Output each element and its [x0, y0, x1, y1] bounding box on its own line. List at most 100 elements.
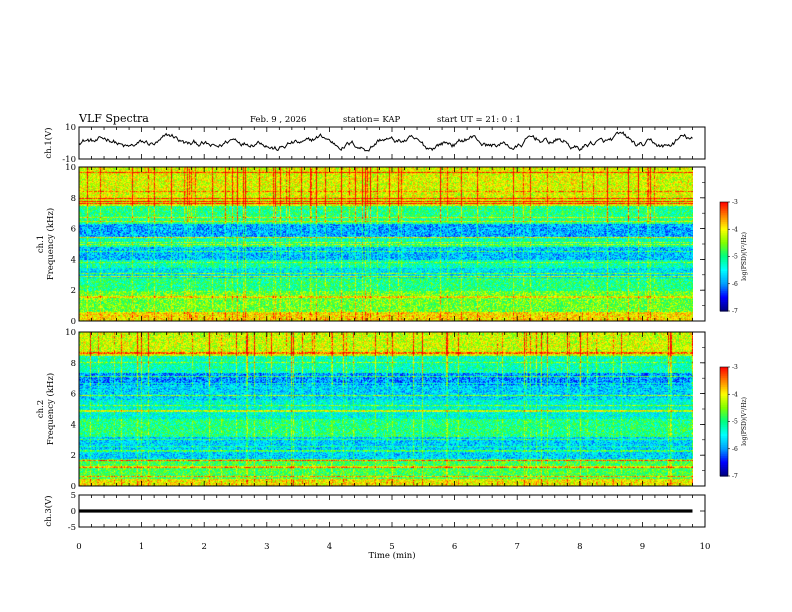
colorbar-swatch	[720, 408, 728, 412]
colorbar-swatch	[720, 265, 728, 268]
colorbar-tick-label: -4	[732, 226, 738, 233]
y-tick-label: 10	[65, 123, 76, 133]
y-axis-label-line: Frequency (kHz)	[45, 208, 56, 280]
colorbar-swatch	[720, 386, 728, 390]
colorbar-swatch	[720, 421, 728, 424]
y-tick-label: 6	[71, 225, 76, 235]
ch2-colorbar: -3 -4 -5 -6 -7 log(PSD)(V²/Hz)	[719, 364, 748, 480]
y-tick-label: 10	[65, 328, 76, 338]
colorbar-swatch	[720, 372, 728, 375]
x-tick-label: 2	[201, 542, 206, 552]
colorbar-swatch	[720, 212, 728, 216]
colorbar-swatch	[720, 247, 728, 250]
colorbar-swatch	[720, 425, 728, 428]
y-tick-label: 0	[71, 482, 76, 492]
x-tick-label: 6	[452, 542, 457, 552]
x-tick-label: 3	[264, 542, 269, 552]
colorbar-swatch	[720, 203, 728, 207]
colorbar-label-text: log(PSD)(V²/Hz)	[741, 397, 748, 446]
colorbar-swatch	[720, 260, 728, 263]
colorbar-swatch	[720, 468, 728, 472]
ch3-trace-line	[79, 509, 693, 513]
x-axis-label: Time (min)	[368, 550, 415, 561]
colorbar-swatch	[720, 231, 728, 234]
x-tick-label: 4	[327, 542, 332, 552]
colorbar-swatch	[720, 392, 728, 395]
colorbar-swatch	[720, 414, 728, 417]
colorbar-swatch	[720, 465, 728, 468]
y-tick-label: 5	[71, 491, 76, 501]
colorbar-swatch	[720, 296, 728, 299]
colorbar-swatch	[720, 241, 728, 245]
colorbar-swatch	[720, 401, 728, 404]
colorbar-swatch	[720, 450, 728, 453]
colorbar-swatch	[720, 396, 728, 399]
y-tick-label: 2	[71, 286, 76, 296]
colorbar-swatch	[720, 388, 728, 392]
colorbar-swatch	[720, 410, 728, 414]
y-tick-label: -5	[68, 523, 76, 533]
colorbar-tick-label: -6	[732, 281, 738, 288]
colorbar-swatch	[720, 227, 728, 230]
colorbar-swatch	[720, 276, 728, 279]
colorbar-swatch	[720, 300, 728, 303]
y-tick-label: 10	[65, 163, 76, 173]
ch1-colorbar: -3 -4 -5 -6 -7 log(PSD)(V²/Hz)	[719, 199, 748, 315]
y-tick-label: 6	[71, 390, 76, 400]
ch2-spectrogram-panel: 0 2 4 6 8 10 ch.2 Frequency (kHz)	[36, 328, 706, 492]
colorbar-swatch	[720, 381, 728, 384]
colorbar-swatch	[720, 263, 728, 267]
colorbar-swatch	[720, 287, 728, 290]
colorbar-swatch	[720, 385, 728, 388]
colorbar-swatch	[720, 417, 728, 421]
colorbar-swatch	[720, 220, 728, 223]
colorbar-swatch	[720, 390, 728, 394]
ch1-spectrogram-panel: 0 2 4 6 8 10 ch.1 Frequency (kHz)	[36, 163, 706, 327]
colorbar-swatch	[720, 377, 728, 381]
colorbar-swatch	[720, 456, 728, 459]
colorbar-swatch	[720, 376, 728, 379]
colorbar-swatch	[720, 470, 728, 473]
colorbar-swatch	[720, 405, 728, 408]
colorbar-swatch	[720, 472, 728, 475]
colorbar-swatch	[720, 374, 728, 377]
colorbar-swatch	[720, 211, 728, 214]
colorbar-swatch	[720, 439, 728, 443]
colorbar-swatch	[720, 307, 728, 310]
colorbar-swatch	[720, 272, 728, 276]
figure-date: Feb. 9 , 2026	[250, 115, 306, 125]
y-axis-label: ch.2 Frequency (kHz)	[36, 373, 56, 445]
colorbar-swatch	[720, 305, 728, 308]
colorbar-swatch	[720, 437, 728, 441]
colorbar-swatch	[720, 236, 728, 239]
ch1-waveform-line	[78, 131, 693, 152]
y-tick-label: 2	[71, 451, 76, 461]
colorbar-swatch	[720, 221, 728, 225]
colorbar-swatch	[720, 367, 728, 370]
colorbar-swatch	[720, 251, 728, 254]
colorbar-swatch	[720, 274, 728, 278]
colorbar-tick-label: -5	[732, 419, 738, 426]
colorbar-swatch	[720, 383, 728, 386]
colorbar-tick-label: -7	[732, 473, 738, 480]
colorbar-swatch	[720, 214, 728, 218]
colorbar-swatch	[720, 202, 728, 205]
colorbar-swatch	[720, 285, 728, 288]
y-axis-label-line: ch.1	[36, 235, 46, 253]
colorbar-swatch	[720, 240, 728, 243]
colorbar-swatch	[720, 463, 728, 466]
colorbar-swatch	[720, 430, 728, 433]
colorbar-swatch	[720, 441, 728, 444]
colorbar-swatch	[720, 294, 728, 298]
colorbar-swatch	[720, 370, 728, 374]
colorbar-tick-label: -3	[732, 199, 738, 206]
colorbar-swatch	[720, 412, 728, 415]
colorbar-swatch	[720, 454, 728, 457]
colorbar-swatch	[720, 252, 728, 256]
figure-title: VLF Spectra	[78, 112, 149, 125]
colorbar-swatch	[720, 448, 728, 452]
colorbar-label-text: log(PSD)(V²/Hz)	[741, 232, 748, 281]
colorbar-swatch	[720, 292, 728, 296]
colorbar-swatch	[720, 474, 728, 477]
